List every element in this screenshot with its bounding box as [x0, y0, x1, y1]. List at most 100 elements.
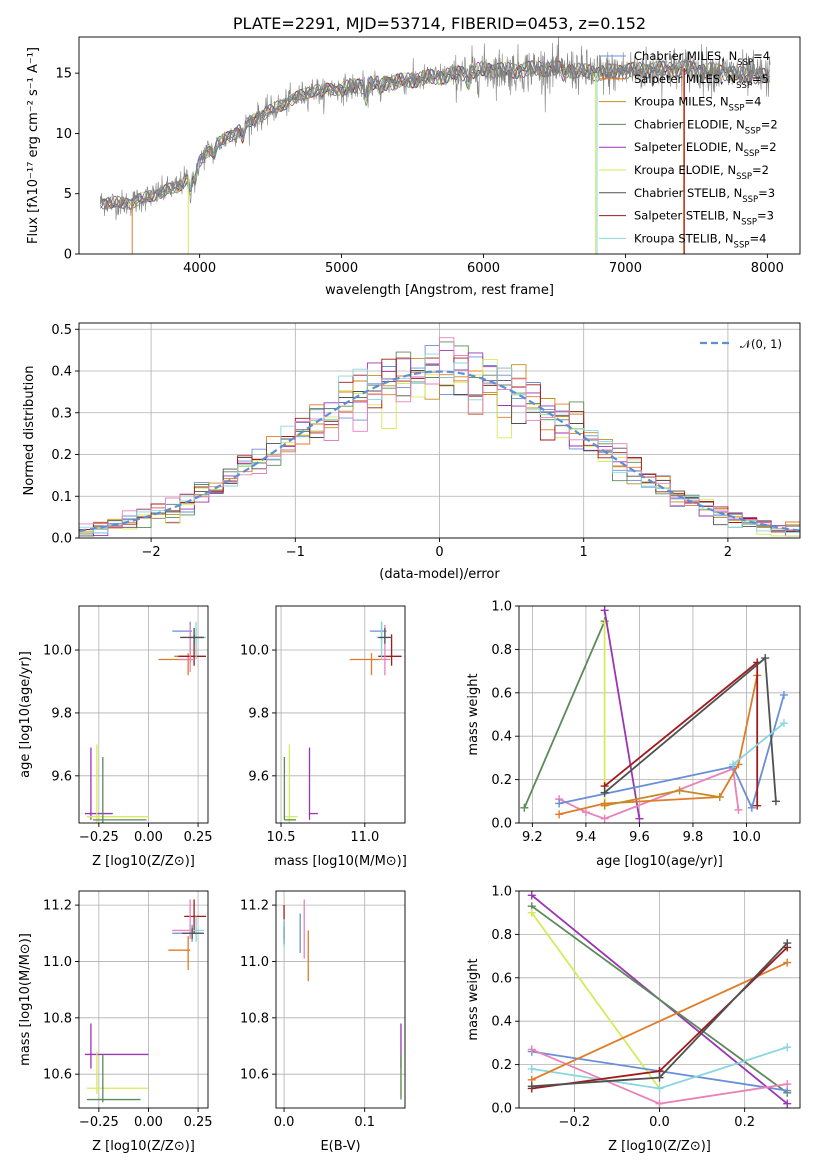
axes-frame: [275, 890, 406, 1109]
errorbar-point: [172, 621, 193, 644]
errorbar-point: [283, 756, 297, 821]
y-tick-label: 0.2: [491, 1058, 512, 1073]
x-axis-label: age [log10(age/yr)]: [596, 854, 723, 869]
panel-mass_vs_EBV: 0.0 0.1 10.6 10.8 11.0 11.2 E(B-V): [240, 890, 406, 1154]
legend-subscript: SSP: [744, 149, 760, 159]
errorbar-point: [86, 1054, 141, 1103]
y-tick-label: 0.8: [491, 928, 512, 943]
x-tick-label: −0.25: [79, 830, 119, 845]
axes-frame: [78, 605, 209, 824]
weight-marker: [783, 1043, 792, 1052]
weight-marker: [635, 814, 644, 823]
data-spectrum: [100, 37, 771, 221]
weight-marker: [761, 654, 770, 663]
errorbar-point: [184, 899, 207, 934]
plot-area: [84, 899, 207, 1103]
x-tick-label: 2: [724, 545, 732, 560]
weight-marker: [779, 690, 788, 699]
legend: 𝒩(0, 1): [700, 337, 782, 351]
panel-residuals: −2 −1 0 1 2 0.0 0.1 0.2 0.3 0.4 0.5 (data-model)/er…: [22, 322, 801, 582]
legend-subscript: SSP: [736, 172, 752, 182]
weight-line: [531, 961, 788, 1081]
weight-line: [558, 675, 759, 816]
plot-area: [79, 337, 800, 537]
weight-line: [558, 694, 785, 811]
panel-weight_vs_age: 9.2 9.4 9.6 9.8 10.0 0.0 0.2 0.4 0.6 0.8 1.0 age [l…: [466, 600, 801, 869]
x-tick-label: 11.0: [350, 830, 379, 845]
legend-subscript: SSP: [745, 126, 761, 136]
x-tick-label: 8000: [751, 261, 784, 276]
x-tick-label: 9.6: [629, 830, 650, 845]
errorbar-point: [369, 621, 387, 644]
weight-marker: [783, 1080, 792, 1089]
weight-marker: [783, 939, 792, 948]
weight-marker: [655, 1073, 664, 1082]
panel-weight_vs_Z: −0.2 0.0 0.2 0.0 0.2 0.4 0.6 0.8 1.0 Z [log10(Z/Z…: [466, 885, 801, 1154]
y-tick-label: 9.8: [51, 706, 72, 721]
x-tick-label: 0.0: [649, 1115, 670, 1130]
plot-area: [520, 606, 788, 823]
plot-area: [99, 37, 771, 254]
y-tick-label: 10.0: [43, 644, 72, 659]
weight-marker: [771, 797, 780, 806]
y-tick-label: 1.0: [491, 885, 512, 900]
panel-mass_vs_Z: −0.25 0.00 0.25 10.6 10.8 11.0 11.2 Z [log10(Z/…: [18, 890, 213, 1154]
x-tick-label: −1: [286, 545, 305, 560]
y-tick-label: 0.6: [491, 686, 512, 701]
weight-marker: [655, 1084, 664, 1093]
legend-label: Salpeter ELODIE, NSSP=2: [634, 140, 777, 159]
x-tick-label: 0.00: [134, 830, 163, 845]
y-tick-label: 10: [55, 127, 72, 142]
legend-label: Chabrier ELODIE, NSSP=2: [634, 117, 778, 136]
plot-area: [283, 899, 402, 1100]
legend-subscript: SSP: [737, 58, 753, 68]
x-tick-label: 10.5: [267, 830, 296, 845]
weight-marker: [527, 1082, 536, 1091]
y-tick-label: 0.6: [491, 971, 512, 986]
x-tick-label: 0.1: [354, 1115, 375, 1130]
x-tick-label: 0.25: [184, 830, 213, 845]
y-tick-label: 0.2: [51, 448, 72, 463]
weight-marker: [675, 786, 684, 795]
x-tick-label: 10.0: [732, 830, 761, 845]
errorbar-point: [182, 927, 205, 939]
legend-subscript: SSP: [734, 240, 750, 250]
y-tick-label: 11.2: [43, 899, 72, 914]
y-tick-label: 0.2: [491, 773, 512, 788]
weight-marker: [734, 805, 743, 814]
errorbar-point: [84, 747, 113, 820]
legend-subscript: SSP: [729, 104, 745, 114]
chart-title: PLATE=2291, MJD=53714, FIBERID=0453, z=0…: [233, 14, 646, 33]
x-axis-label: mass [log10(M/M⊙)]: [274, 854, 407, 869]
weight-marker: [555, 810, 564, 819]
legend-label: Kroupa ELODIE, NSSP=2: [634, 163, 769, 182]
weight-marker: [655, 1099, 664, 1108]
weight-marker: [600, 788, 609, 797]
panel-age_vs_mass: 10.5 11.0 9.6 9.8 10.0 mass [log10(M/M⊙)]: [240, 605, 407, 869]
errorbar-point: [92, 756, 147, 823]
legend-subscript: SSP: [742, 195, 758, 205]
normal-curve: [79, 370, 800, 532]
axes-frame: [518, 605, 801, 824]
y-tick-label: 1.0: [491, 600, 512, 615]
weight-marker: [783, 958, 792, 967]
y-tick-label: 9.6: [51, 769, 72, 784]
y-axis-label: mass [log10(M/M⊙)]: [18, 933, 33, 1066]
weight-marker: [527, 908, 536, 917]
weight-marker: [527, 1045, 536, 1054]
weight-line: [732, 722, 785, 766]
weight-marker: [527, 1064, 536, 1073]
legend-label: Chabrier STELIB, NSSP=3: [634, 186, 775, 205]
x-tick-label: 0.25: [184, 1115, 213, 1130]
panel-spectrum: 4000 5000 6000 7000 8000 0 5 10 15 wavelength [An…: [26, 14, 801, 298]
residual-histogram: [79, 337, 800, 536]
y-tick-label: 0.5: [51, 323, 72, 338]
axes-frame: [78, 36, 801, 255]
legend-subscript: SSP: [736, 81, 752, 91]
x-tick-label: 0: [435, 545, 443, 560]
x-axis-label: Z [log10(Z/Z⊙)]: [608, 1139, 711, 1154]
weight-marker: [747, 803, 756, 812]
panel-age_vs_Z: −0.25 0.00 0.25 9.6 9.8 10.0 Z [log10(Z/Z⊙)] ag…: [18, 605, 213, 869]
weight-marker: [729, 760, 738, 769]
